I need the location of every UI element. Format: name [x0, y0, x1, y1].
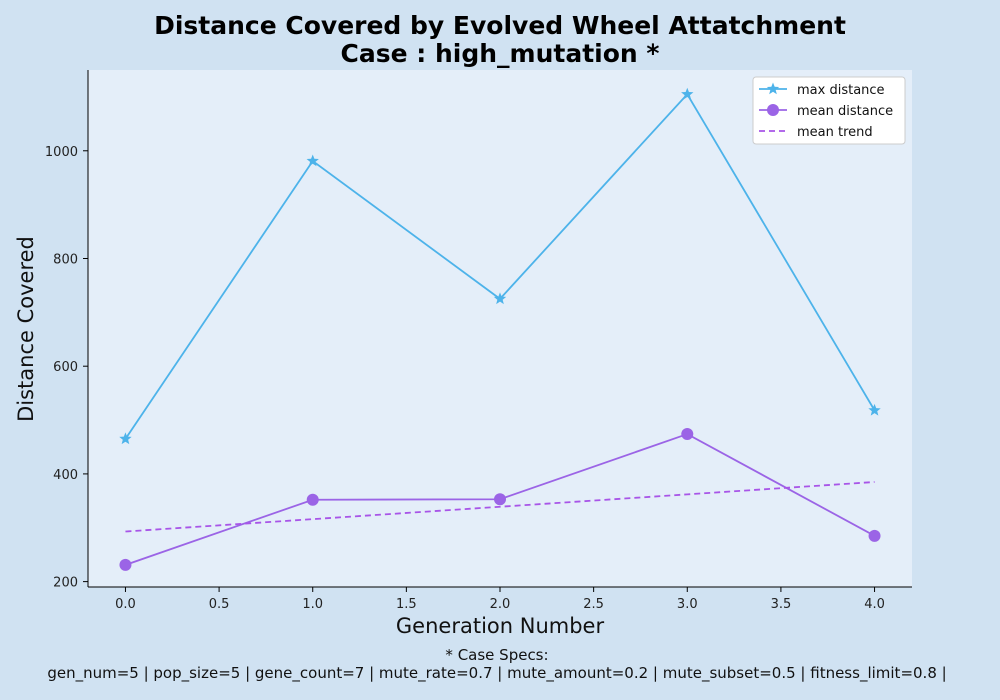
x-tick-label: 0.5: [209, 597, 230, 612]
legend-mean-distance-label: mean distance: [797, 104, 893, 119]
x-tick-label: 2.0: [490, 597, 511, 612]
case-specs-details: gen_num=5 | pop_size=5 | gene_count=7 | …: [47, 664, 946, 683]
max-distance-point: [493, 292, 507, 305]
max-distance-point: [306, 154, 319, 167]
legend-max-distance-label: max distance: [797, 83, 885, 98]
mean-distance-point: [494, 493, 506, 506]
y-axis-label: Distance Covered: [14, 236, 38, 422]
max-distance-point: [868, 403, 881, 416]
y-tick-label: 600: [53, 360, 78, 375]
x-tick-label: 0.0: [115, 597, 136, 612]
mean-distance-point: [681, 428, 694, 441]
y-tick-label: 1000: [45, 145, 78, 160]
chart-title: Distance Covered by Evolved Wheel Attatc…: [154, 11, 846, 40]
y-tick-label: 800: [53, 252, 78, 267]
plot-area: [88, 70, 912, 587]
x-tick-label: 3.5: [771, 597, 792, 612]
legend-max-distance-marker: [766, 82, 780, 95]
mean-distance-point: [119, 558, 132, 571]
x-tick-label: 1.5: [396, 597, 417, 612]
max-distance-point: [119, 432, 132, 445]
mean-distance-point: [868, 529, 881, 542]
max-distance-point: [681, 87, 694, 100]
x-axis-label: Generation Number: [396, 614, 605, 638]
legend: max distance mean distance mean trend: [752, 76, 906, 145]
chart-subtitle: Case : high_mutation *: [341, 39, 660, 68]
x-tick-label: 3.0: [677, 597, 698, 612]
y-ticks: 200 400 600 800 1000: [45, 145, 88, 591]
case-specs-heading: * Case Specs:: [445, 646, 548, 664]
legend-mean-trend-label: mean trend: [797, 125, 873, 140]
legend-mean-distance-marker: [767, 104, 779, 116]
mean-distance-point: [306, 493, 319, 506]
mean-trend-line: [125, 481, 875, 533]
series-layer: [119, 87, 881, 571]
y-tick-label: 200: [53, 576, 78, 591]
legend-box: [752, 76, 906, 145]
x-tick-label: 1.0: [302, 597, 323, 612]
x-tick-label: 2.5: [583, 597, 604, 612]
x-ticks: 0.0 0.5 1.0 1.5 2.0 2.5 3.0 3.5 4.0: [115, 587, 885, 612]
y-tick-label: 400: [53, 468, 78, 483]
x-tick-label: 4.0: [864, 597, 885, 612]
